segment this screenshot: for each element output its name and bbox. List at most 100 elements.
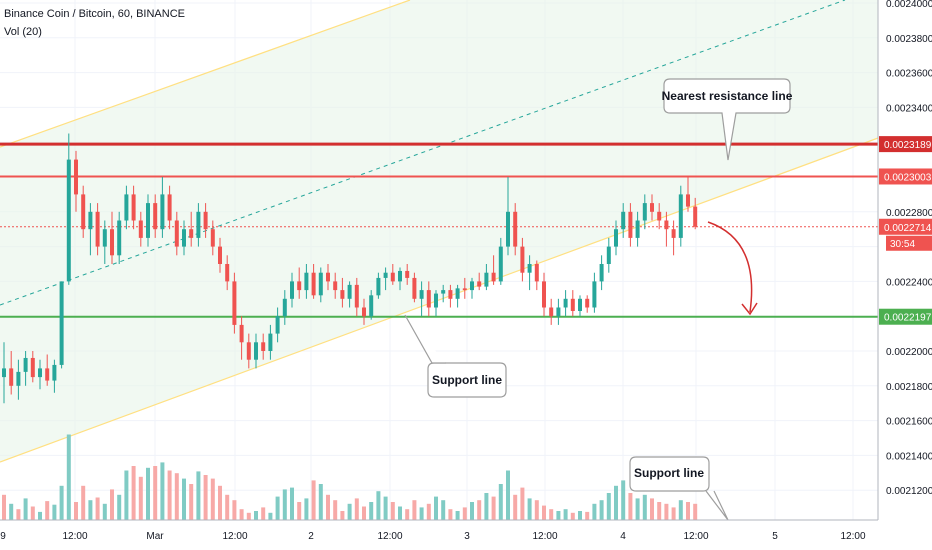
callout-nearest-resistance[interactable]: Nearest resistance line — [662, 78, 793, 161]
candle-body — [95, 211, 100, 247]
time-tick-label: 2 — [308, 531, 314, 542]
price-badge-resistance_strong — [879, 136, 932, 153]
volume-bar — [477, 500, 482, 520]
candle-body — [470, 281, 474, 291]
channel-mid-line — [0, 0, 846, 306]
volume-bar — [398, 506, 402, 520]
volume-bar — [534, 500, 539, 520]
volume-bar — [203, 475, 208, 520]
volume-bar — [182, 478, 186, 520]
volume-bar — [146, 467, 150, 520]
candle-body — [153, 203, 158, 230]
volume-bar — [578, 511, 582, 520]
volume-bar — [340, 511, 345, 520]
candle-body — [23, 357, 28, 372]
volume-bar — [599, 500, 604, 520]
candle-body — [678, 194, 683, 238]
candle-body — [261, 342, 266, 351]
candle-body — [318, 272, 323, 296]
candle-body — [398, 270, 402, 282]
volume-bar — [498, 484, 503, 520]
volume-bar — [297, 502, 302, 520]
volume-bars — [2, 434, 698, 520]
candle-body — [74, 159, 78, 195]
volume-bar — [189, 484, 194, 520]
candle-body — [110, 229, 114, 256]
candle-body — [232, 281, 237, 325]
candle-body — [196, 211, 201, 238]
candlesticks — [2, 133, 698, 404]
candle-body — [347, 284, 352, 299]
volume-bar — [362, 506, 366, 520]
candle-body — [642, 203, 647, 221]
volume-bar — [318, 484, 323, 520]
candle-body — [556, 307, 561, 317]
forecast-arrow-head — [741, 302, 758, 316]
volume-bar — [167, 470, 172, 520]
candle-body — [412, 277, 417, 299]
volume-bar — [160, 462, 165, 520]
candle-body — [570, 298, 575, 311]
price-tick-label: 0.0021800 — [886, 382, 932, 393]
candle-body — [520, 246, 525, 273]
volume-bar — [527, 498, 532, 520]
volume-bar — [621, 480, 626, 520]
candle-body — [246, 342, 251, 360]
volume-bar — [66, 434, 71, 520]
volume-bar — [282, 489, 287, 520]
volume-bar — [686, 502, 690, 520]
candle-body — [30, 357, 35, 378]
volume-bar — [448, 509, 453, 520]
volume-bar — [383, 496, 388, 520]
volume-bar — [556, 511, 561, 520]
candle-body — [189, 229, 194, 238]
channel-upper-line — [0, 0, 411, 148]
candle-body — [405, 270, 410, 278]
price-badge-label: 0.0023003 — [884, 172, 932, 183]
time-tick-label: 12:00 — [377, 531, 402, 542]
volume-bar — [434, 496, 438, 520]
candle-body — [441, 290, 446, 294]
candle-body — [167, 194, 172, 221]
time-tick-label: 12:00 — [62, 531, 87, 542]
volume-bar — [628, 493, 633, 520]
price-tick-label: 0.0022400 — [886, 277, 932, 288]
volume-bar — [110, 489, 114, 520]
candle-body — [88, 211, 93, 230]
candle-body — [585, 298, 590, 308]
candle-body — [484, 272, 489, 287]
candle-body — [628, 211, 633, 238]
time-tick-labels: 9 12:00 Mar 12:00 2 12:00 3 12:00 4 12:00 5 12:00 — [0, 531, 866, 542]
forecast-arrow-path — [707, 221, 753, 313]
volume-bar — [124, 470, 129, 520]
candle-body — [621, 211, 626, 230]
candle-body — [448, 290, 453, 299]
price-badge-label: 0.0022197 — [884, 313, 932, 324]
candle-body — [426, 290, 431, 308]
candle-body — [210, 229, 215, 247]
candle-body — [477, 281, 482, 287]
candle-body — [563, 298, 568, 308]
time-tick-label: 3 — [464, 531, 470, 542]
candle-body — [131, 194, 136, 221]
candle-body — [282, 298, 287, 317]
volume-bar — [606, 493, 611, 520]
volume-bar — [290, 487, 294, 520]
volume-bar — [657, 502, 662, 520]
candle-body — [218, 246, 222, 264]
volume-bar — [549, 509, 554, 520]
candle-body — [527, 264, 532, 273]
volume-bar — [585, 511, 590, 520]
volume-bar — [196, 471, 201, 520]
volume-bar — [563, 509, 568, 520]
callout-support-1-label: Support line — [432, 373, 502, 387]
volume-bar — [455, 511, 460, 520]
volume-bar — [38, 511, 42, 520]
callout-support-1[interactable]: Support line — [404, 314, 507, 398]
candle-body — [203, 211, 208, 230]
price-badges: 0.0023189 0.0023003 0.0022197 0.0022714 30:5… — [879, 136, 932, 325]
time-tick-label: 12:00 — [222, 531, 247, 542]
volume-bar — [678, 500, 683, 520]
